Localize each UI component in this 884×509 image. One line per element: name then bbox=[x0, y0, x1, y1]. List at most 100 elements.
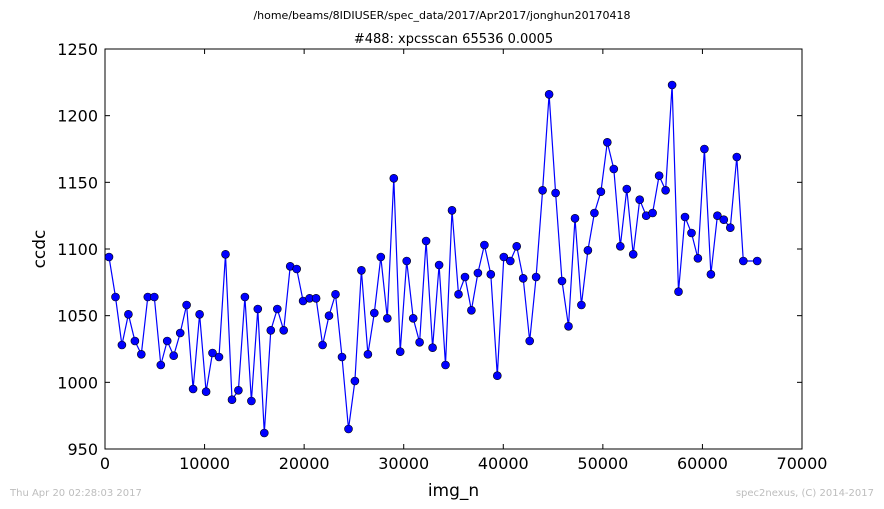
y-tick-label: 1200 bbox=[57, 107, 98, 126]
data-point bbox=[150, 292, 159, 302]
data-point bbox=[428, 343, 437, 353]
data-point bbox=[447, 206, 457, 215]
data-point bbox=[130, 336, 140, 346]
data-point bbox=[311, 293, 321, 303]
data-point bbox=[363, 349, 373, 359]
data-point bbox=[117, 340, 127, 350]
data-point bbox=[635, 195, 645, 204]
y-axis: 950 1000 1050 1100 1150 1200 1250 bbox=[57, 40, 802, 459]
data-point bbox=[214, 352, 224, 362]
x-tick-label: 50000 bbox=[577, 454, 628, 473]
data-point bbox=[344, 424, 353, 434]
chart-title: #488: xpcsscan 65536 0.0005 bbox=[354, 32, 553, 47]
data-point bbox=[208, 348, 217, 358]
data-point bbox=[615, 242, 625, 251]
data-point bbox=[402, 256, 412, 266]
data-point bbox=[318, 340, 327, 350]
data-point bbox=[518, 273, 528, 283]
data-point bbox=[337, 352, 347, 362]
x-tick-label: 0 bbox=[100, 454, 110, 473]
x-tick-label: 30000 bbox=[378, 454, 429, 473]
data-point bbox=[221, 250, 230, 259]
data-point bbox=[247, 396, 256, 406]
data-point bbox=[350, 376, 360, 386]
data-point bbox=[609, 164, 619, 174]
x-tick-label: 10000 bbox=[179, 454, 230, 473]
data-point bbox=[602, 138, 612, 147]
data-point bbox=[473, 268, 483, 278]
y-tick-label: 1150 bbox=[57, 173, 98, 192]
data-point bbox=[544, 90, 554, 99]
data-point bbox=[654, 171, 664, 180]
data-point bbox=[441, 360, 450, 370]
data-point bbox=[687, 228, 696, 238]
data-point bbox=[512, 242, 522, 251]
data-point bbox=[415, 337, 424, 347]
data-point bbox=[525, 336, 535, 346]
data-point bbox=[557, 276, 567, 286]
data-point bbox=[279, 325, 289, 335]
series-line bbox=[108, 84, 758, 434]
data-point bbox=[738, 256, 748, 266]
data-point bbox=[454, 289, 463, 299]
data-point bbox=[324, 311, 334, 321]
data-point bbox=[104, 252, 114, 262]
data-point bbox=[564, 321, 573, 331]
data-point bbox=[234, 385, 243, 395]
data-point bbox=[460, 272, 470, 282]
data-point bbox=[259, 428, 269, 438]
data-point bbox=[622, 184, 632, 194]
y-tick-label: 1100 bbox=[57, 240, 98, 259]
footer-credit: spec2nexus, (C) 2014-2017 bbox=[735, 488, 874, 499]
data-point bbox=[661, 186, 670, 195]
data-point bbox=[292, 264, 302, 274]
data-point bbox=[583, 246, 593, 255]
data-point bbox=[137, 349, 146, 359]
data-point bbox=[357, 265, 366, 275]
data-point bbox=[732, 152, 742, 162]
data-point bbox=[486, 269, 496, 279]
data-point bbox=[111, 292, 120, 302]
data-point bbox=[188, 384, 198, 394]
data-point bbox=[182, 300, 191, 310]
x-tick-label: 20000 bbox=[279, 454, 330, 473]
data-point bbox=[389, 174, 399, 183]
data-point bbox=[467, 305, 476, 315]
data-point bbox=[395, 347, 405, 357]
x-tick-label: 60000 bbox=[677, 454, 728, 473]
data-point bbox=[700, 144, 709, 154]
data-point bbox=[577, 300, 586, 310]
x-axis-label: img_n bbox=[428, 481, 479, 501]
data-point bbox=[492, 371, 502, 381]
footer-timestamp: Thu Apr 20 02:28:03 2017 bbox=[10, 488, 142, 499]
data-point bbox=[169, 351, 178, 361]
data-point bbox=[706, 269, 716, 279]
data-point bbox=[272, 304, 282, 314]
data-point bbox=[531, 272, 541, 282]
data-point bbox=[570, 214, 580, 223]
data-point bbox=[725, 223, 735, 232]
y-tick-label: 950 bbox=[67, 440, 98, 459]
data-point bbox=[674, 287, 683, 297]
data-point bbox=[408, 313, 418, 323]
series-points bbox=[104, 80, 762, 438]
data-point bbox=[480, 240, 489, 250]
file-path-title: /home/beams/8IDIUSER/spec_data/2017/Apr2… bbox=[253, 9, 631, 22]
data-point bbox=[369, 308, 379, 318]
data-point bbox=[382, 313, 392, 323]
data-point bbox=[376, 252, 386, 262]
data-point bbox=[434, 260, 444, 270]
data-point bbox=[719, 215, 729, 224]
data-point bbox=[590, 208, 599, 218]
data-point bbox=[693, 253, 703, 263]
data-point bbox=[240, 292, 250, 302]
data-point bbox=[201, 387, 211, 397]
x-tick-label: 70000 bbox=[777, 454, 828, 473]
data-point bbox=[499, 252, 509, 262]
data-point bbox=[253, 304, 263, 314]
data-point bbox=[596, 187, 606, 196]
x-tick-label: 40000 bbox=[478, 454, 529, 473]
y-tick-label: 1050 bbox=[57, 307, 98, 326]
data-point bbox=[331, 289, 340, 299]
